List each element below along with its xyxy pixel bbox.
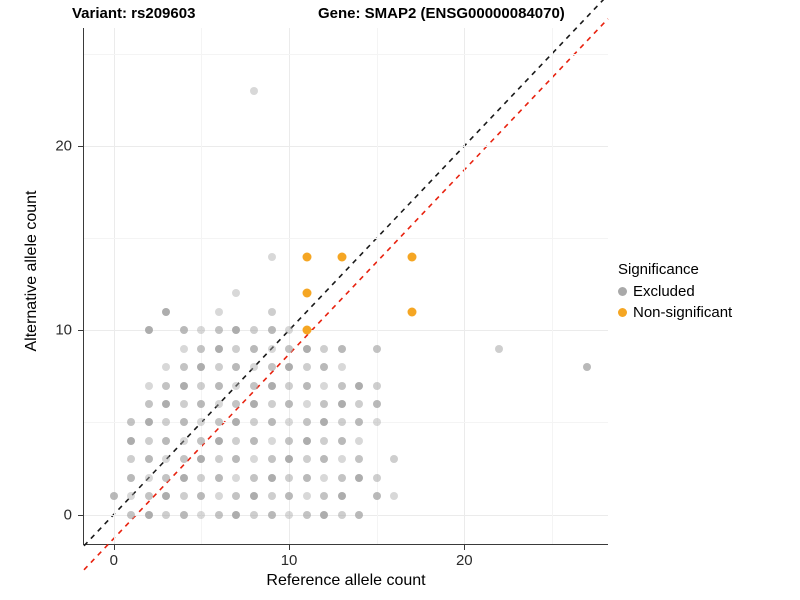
plot-panel (83, 0, 609, 571)
gridline-y (84, 330, 608, 332)
y-tick-mark (78, 514, 83, 516)
x-tick-mark (464, 545, 466, 550)
reference-line-fit (83, 18, 609, 571)
x-tick-mark (113, 545, 115, 550)
x-tick-mark (289, 545, 291, 550)
reference-lines (83, 0, 609, 571)
legend: Significance Excluded Non-significant (618, 261, 798, 323)
x-axis-line (83, 544, 608, 545)
gridline-y (84, 514, 608, 516)
y-axis-label: Alternative allele count (23, 190, 40, 352)
gridline-x (289, 28, 291, 544)
gridline-y (84, 145, 608, 147)
legend-title: Significance (618, 261, 699, 278)
gridline-y-minor (84, 238, 608, 240)
y-tick-mark (78, 330, 83, 332)
gridline-y-minor (84, 422, 608, 424)
gridline-x-minor (201, 28, 203, 544)
gene-title: Gene: SMAP2 (ENSG00000084070) (318, 5, 565, 22)
y-tick-label: 20 (55, 137, 72, 155)
gridline-x (464, 28, 466, 544)
y-tick-mark (78, 145, 83, 147)
x-tick-label: 0 (109, 552, 118, 569)
legend-label-excluded: Excluded (633, 283, 695, 300)
y-tick-label: 10 (55, 321, 72, 339)
gridline-x-minor (376, 28, 378, 544)
reference-line-identity (83, 0, 605, 547)
y-tick-label: 0 (63, 506, 72, 523)
x-axis-label: Reference allele count (266, 572, 426, 589)
x-tick-label: 20 (455, 552, 473, 569)
legend-item-non-significant[interactable]: Non-significant (618, 302, 798, 323)
gridline-x (113, 28, 115, 544)
y-axis-line (83, 28, 84, 545)
legend-item-excluded[interactable]: Excluded (618, 281, 798, 302)
x-tick-label: 10 (280, 552, 298, 569)
legend-key-non-significant-icon (618, 308, 627, 317)
gridline-y-minor (84, 53, 608, 55)
legend-label-non-significant: Non-significant (633, 304, 733, 321)
gridline-x-minor (551, 28, 553, 544)
variant-title: Variant: rs209603 (72, 5, 196, 22)
legend-key-excluded-icon (618, 287, 627, 296)
